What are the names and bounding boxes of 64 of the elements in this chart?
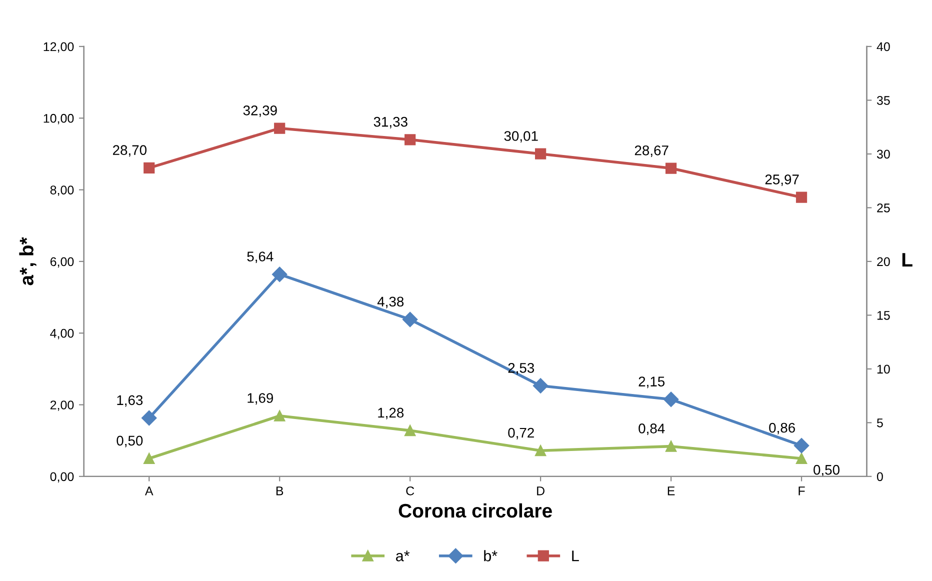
- y2-axis-title: L: [902, 253, 912, 266]
- point: [535, 148, 546, 160]
- data-label: 1,69: [248, 393, 274, 405]
- y2-tick-label: 5: [876, 418, 883, 428]
- x-tick-label: D: [537, 486, 544, 496]
- x-axis-title: Corona circolare: [398, 503, 552, 518]
- data-label: 2,53: [508, 363, 534, 374]
- point: [144, 452, 155, 464]
- point: [402, 312, 418, 328]
- data-label: 0,84: [638, 424, 665, 436]
- point: [404, 134, 416, 146]
- point: [532, 378, 548, 394]
- point: [794, 438, 810, 454]
- y-axis-title: a*, b*: [19, 237, 36, 286]
- data-label: 25,97: [765, 174, 799, 186]
- x-tick-label: B: [276, 486, 284, 496]
- data-label: 0,50: [814, 464, 840, 476]
- point: [142, 410, 157, 426]
- legend-label: a*: [396, 550, 410, 562]
- x-tick-label: F: [798, 486, 805, 496]
- data-label: 0,72: [508, 428, 534, 440]
- y2-tick-label: 30: [876, 150, 890, 159]
- y-tick-label: 12,00: [44, 42, 74, 53]
- point: [663, 392, 679, 407]
- data-label: 30,01: [504, 131, 538, 143]
- data-label: 28,67: [634, 145, 668, 157]
- data-label: 28,70: [113, 145, 147, 157]
- point: [272, 266, 288, 282]
- y-tick-label: 4,00: [50, 328, 74, 340]
- y2-tick-label: 35: [876, 96, 890, 105]
- legend-label: L: [572, 550, 579, 562]
- y-tick-label: 0,00: [50, 472, 74, 483]
- y2-tick-label: 15: [877, 311, 890, 320]
- data-label: 1,28: [378, 408, 404, 420]
- data-label: 32,39: [243, 106, 277, 117]
- point: [404, 425, 416, 436]
- point: [274, 410, 286, 422]
- y2-tick-label: 0: [876, 472, 883, 482]
- x-tick-label: C: [406, 486, 414, 496]
- y2-tick-label: 20: [877, 257, 890, 266]
- point: [274, 122, 286, 134]
- y-tick-label: 10,00: [44, 114, 74, 124]
- point: [796, 452, 808, 464]
- data-label: 31,33: [374, 116, 408, 128]
- data-label: 2,15: [638, 376, 665, 388]
- data-label: 0,50: [116, 436, 143, 448]
- legend-label: b*: [484, 550, 498, 562]
- data-label: 4,38: [377, 296, 404, 308]
- y2-tick-label: 40: [876, 42, 890, 52]
- point: [144, 162, 155, 174]
- y2-tick-label: 10: [877, 364, 890, 374]
- data-label: 1,63: [117, 395, 143, 407]
- y-tick-label: 6,00: [50, 257, 74, 268]
- x-tick-label: E: [668, 486, 675, 496]
- point: [665, 162, 677, 174]
- x-tick-label: A: [144, 486, 154, 496]
- y-tick-label: 2,00: [50, 400, 74, 411]
- data-label: 0,86: [769, 422, 795, 434]
- y-tick-label: 8,00: [50, 186, 74, 196]
- data-label: 5,64: [247, 252, 274, 264]
- point: [665, 440, 677, 452]
- y2-tick-label: 25: [877, 204, 890, 212]
- point: [796, 192, 808, 203]
- point: [535, 445, 546, 456]
